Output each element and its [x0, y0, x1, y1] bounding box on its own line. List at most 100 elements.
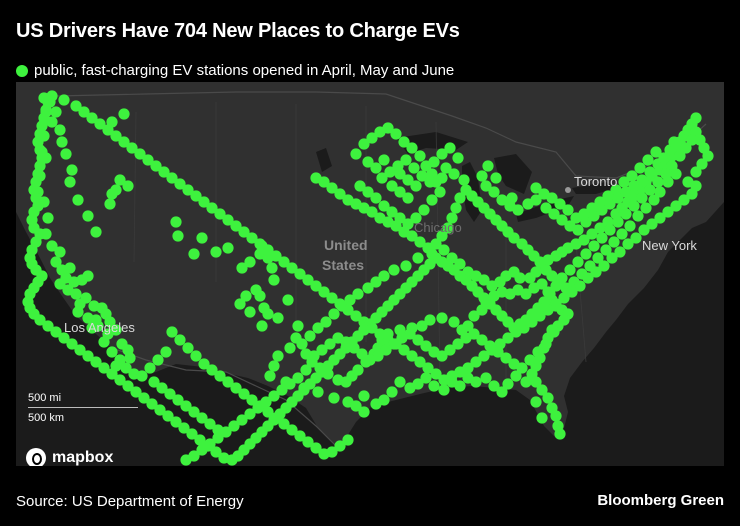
station-marker	[326, 182, 338, 194]
station-marker	[46, 90, 58, 102]
station-marker	[382, 122, 394, 134]
station-marker	[394, 212, 406, 224]
station-marker	[56, 136, 68, 148]
station-marker	[410, 180, 422, 192]
station-marker	[266, 262, 278, 274]
station-marker	[562, 204, 574, 216]
label-states: States	[322, 257, 364, 273]
station-marker	[558, 292, 570, 304]
station-marker	[166, 172, 178, 184]
station-marker	[148, 376, 160, 388]
station-marker	[396, 332, 408, 344]
station-marker	[572, 256, 584, 268]
station-marker	[326, 292, 338, 304]
station-marker	[230, 220, 242, 232]
station-marker	[632, 210, 644, 222]
station-marker	[544, 288, 556, 300]
station-marker	[170, 216, 182, 228]
station-marker	[180, 400, 192, 412]
station-marker	[612, 216, 624, 228]
station-marker	[262, 308, 274, 320]
station-marker	[332, 332, 344, 344]
station-marker	[400, 260, 412, 272]
station-marker	[284, 378, 296, 390]
station-marker	[126, 142, 138, 154]
station-marker	[206, 364, 218, 376]
station-marker	[144, 362, 156, 374]
station-marker	[124, 352, 136, 364]
station-marker	[154, 404, 166, 416]
station-marker	[578, 234, 590, 246]
station-marker	[244, 256, 256, 268]
station-marker	[358, 390, 370, 402]
station-marker	[436, 230, 448, 242]
station-marker	[158, 166, 170, 178]
station-marker	[506, 192, 518, 204]
station-marker	[370, 276, 382, 288]
station-marker	[492, 346, 504, 358]
station-marker	[94, 118, 106, 130]
station-marker	[268, 360, 280, 372]
station-marker	[480, 180, 492, 192]
station-marker	[378, 270, 390, 282]
station-marker	[138, 392, 150, 404]
station-marker	[58, 94, 70, 106]
station-marker	[218, 452, 230, 464]
station-marker	[254, 290, 266, 302]
station-marker	[70, 100, 82, 112]
station-marker	[90, 356, 102, 368]
station-marker	[452, 152, 464, 164]
station-marker	[370, 162, 382, 174]
station-marker	[54, 278, 66, 290]
station-marker	[480, 372, 492, 384]
station-marker	[222, 376, 234, 388]
station-marker	[428, 346, 440, 358]
station-marker	[58, 332, 70, 344]
station-marker	[350, 310, 362, 322]
station-marker	[582, 272, 594, 284]
station-marker	[380, 344, 392, 356]
map[interactable]: United States Toronto New York Los Angel…	[16, 82, 724, 466]
station-marker	[328, 392, 340, 404]
station-marker	[236, 262, 248, 274]
station-marker	[394, 186, 406, 198]
station-marker	[598, 260, 610, 272]
station-marker	[638, 224, 650, 236]
station-marker	[398, 136, 410, 148]
station-marker	[286, 262, 298, 274]
station-marker	[630, 232, 642, 244]
scale-line	[28, 407, 138, 408]
station-marker	[550, 280, 562, 292]
station-marker	[508, 358, 520, 370]
station-marker	[246, 232, 258, 244]
station-marker	[362, 282, 374, 294]
station-marker	[444, 344, 456, 356]
station-marker	[186, 428, 198, 440]
station-marker	[90, 226, 102, 238]
station-marker	[620, 208, 632, 220]
station-marker	[152, 354, 164, 366]
station-marker	[110, 184, 122, 196]
station-marker	[384, 166, 396, 178]
station-marker	[430, 368, 442, 380]
station-marker	[532, 346, 544, 358]
station-marker	[272, 312, 284, 324]
station-marker	[204, 418, 216, 430]
station-marker	[394, 376, 406, 388]
station-marker	[188, 248, 200, 260]
mapbox-attribution[interactable]: mapbox	[26, 448, 113, 466]
station-marker	[66, 164, 78, 176]
station-marker	[214, 370, 226, 382]
station-marker	[460, 184, 472, 196]
station-marker	[106, 368, 118, 380]
station-marker	[46, 240, 58, 252]
station-marker	[366, 132, 378, 144]
station-marker	[662, 206, 674, 218]
station-marker	[262, 406, 274, 418]
station-marker	[344, 294, 356, 306]
station-marker	[690, 166, 702, 178]
station-marker	[70, 288, 82, 300]
station-marker	[302, 274, 314, 286]
station-marker	[190, 190, 202, 202]
station-marker	[334, 298, 346, 310]
